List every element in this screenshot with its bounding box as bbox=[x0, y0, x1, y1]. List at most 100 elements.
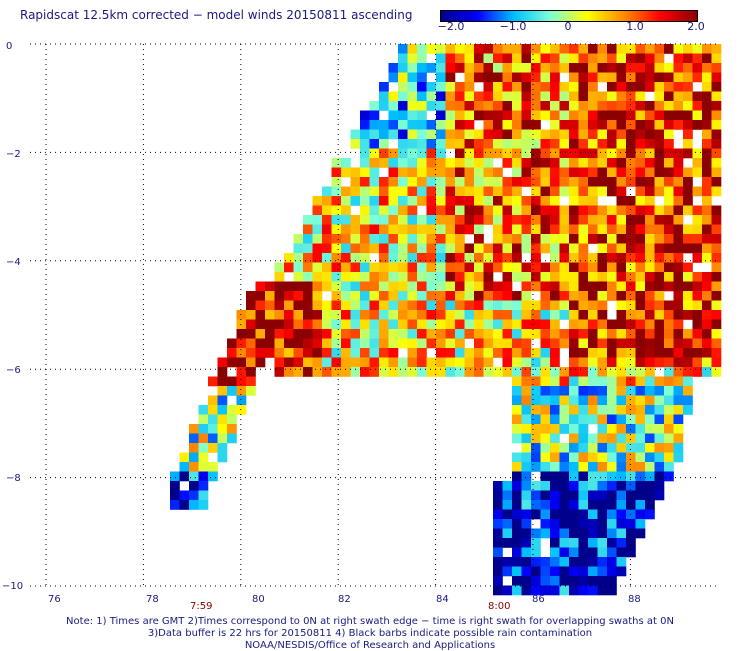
swath-cell bbox=[265, 329, 275, 339]
swath-cell bbox=[341, 291, 351, 301]
swath-cell bbox=[502, 129, 513, 140]
swath-cell bbox=[303, 367, 313, 377]
footnote-line-2: 3)Data buffer is 22 hrs for 20150811 4) … bbox=[147, 628, 593, 639]
swath-cell bbox=[407, 329, 418, 339]
swath-cell bbox=[616, 547, 627, 558]
swath-cell bbox=[607, 414, 617, 425]
swath-cell bbox=[274, 281, 285, 292]
swath-cell bbox=[711, 272, 722, 282]
swath-cell bbox=[512, 414, 522, 425]
swath-cell bbox=[455, 300, 465, 311]
swath-cell bbox=[550, 547, 560, 558]
swath-cell bbox=[550, 72, 560, 83]
swath-cell bbox=[531, 186, 541, 197]
swath-cell bbox=[616, 101, 627, 111]
swath-cells bbox=[170, 44, 722, 596]
swath-cell bbox=[635, 272, 646, 282]
swath-cell bbox=[274, 357, 285, 368]
swath-cell bbox=[398, 215, 408, 225]
swath-cell bbox=[512, 348, 522, 358]
swath-cell bbox=[664, 433, 674, 444]
swath-cell bbox=[493, 91, 503, 102]
swath-cell bbox=[683, 186, 693, 197]
swath-cell bbox=[483, 300, 494, 311]
swath-cell bbox=[331, 205, 342, 216]
swath-cell bbox=[360, 186, 370, 197]
swath-cell bbox=[521, 101, 532, 111]
swath-cell bbox=[398, 148, 408, 159]
swath-cell bbox=[398, 357, 408, 368]
swath-cell bbox=[635, 215, 646, 225]
swath-cell bbox=[388, 215, 399, 225]
swath-cell bbox=[702, 348, 712, 358]
swath-cell bbox=[550, 405, 560, 415]
swath-cell bbox=[189, 443, 199, 453]
swath-cell bbox=[455, 110, 465, 121]
swath-cell bbox=[512, 243, 522, 254]
swath-cell bbox=[312, 253, 323, 263]
swath-cell bbox=[464, 158, 475, 168]
swath-cell bbox=[540, 310, 551, 320]
swath-cell bbox=[645, 319, 655, 330]
swath-cell bbox=[493, 262, 503, 273]
map-title: Rapidscat 12.5km corrected − model winds… bbox=[20, 8, 413, 22]
swath-cell bbox=[645, 481, 655, 491]
swath-cell bbox=[255, 348, 266, 358]
colorbar bbox=[440, 10, 698, 22]
swath-cell bbox=[398, 158, 408, 168]
swath-cell bbox=[540, 566, 551, 577]
swath-cell bbox=[455, 44, 465, 54]
swath-cell bbox=[407, 224, 418, 235]
swath-cell bbox=[293, 272, 304, 282]
swath-cell bbox=[189, 471, 199, 482]
swath-cell bbox=[189, 462, 199, 472]
swath-cell bbox=[597, 72, 608, 83]
swath-cell bbox=[407, 319, 418, 330]
swath-cell bbox=[673, 262, 684, 273]
swath-cell bbox=[217, 376, 228, 387]
swath-cell bbox=[569, 376, 579, 387]
swath-cell bbox=[702, 120, 712, 130]
swath-cell bbox=[398, 291, 408, 301]
swath-cell bbox=[512, 167, 522, 178]
swath-cell bbox=[626, 490, 636, 501]
swath-cell bbox=[673, 196, 684, 206]
swath-cell bbox=[616, 167, 627, 178]
swath-cell bbox=[711, 262, 722, 273]
swath-cell bbox=[664, 367, 674, 377]
swath-cell bbox=[388, 272, 399, 282]
swath-cell bbox=[331, 329, 342, 339]
swath-cell bbox=[512, 576, 522, 586]
swath-cell bbox=[483, 348, 494, 358]
swath-cell bbox=[417, 72, 427, 83]
swath-cell bbox=[635, 63, 646, 73]
swath-cell bbox=[388, 224, 399, 235]
swath-cell bbox=[350, 281, 361, 292]
swath-cell bbox=[616, 82, 627, 92]
swath-cell bbox=[654, 139, 665, 149]
swath-cell bbox=[597, 452, 608, 463]
swath-cell bbox=[502, 53, 513, 64]
swath-cell bbox=[512, 395, 522, 406]
swath-cell bbox=[635, 101, 646, 111]
swath-cell bbox=[521, 338, 532, 349]
swath-cell bbox=[436, 357, 446, 368]
swath-cell bbox=[369, 120, 380, 130]
swath-cell bbox=[350, 196, 361, 206]
swath-cell bbox=[236, 357, 247, 368]
swath-cell bbox=[578, 538, 589, 548]
swath-cell bbox=[626, 329, 636, 339]
swath-cell bbox=[645, 376, 655, 387]
swath-cell bbox=[578, 433, 589, 444]
swath-cell bbox=[512, 215, 522, 225]
swath-cell bbox=[559, 424, 570, 434]
swath-cell bbox=[388, 319, 399, 330]
swath-cell bbox=[664, 196, 674, 206]
swath-cell bbox=[331, 196, 342, 206]
swath-cell bbox=[502, 329, 513, 339]
swath-cell bbox=[379, 215, 389, 225]
swath-cell bbox=[626, 158, 636, 168]
swath-cell bbox=[436, 158, 446, 168]
swath-cell bbox=[369, 243, 380, 254]
swath-cell bbox=[436, 272, 446, 282]
